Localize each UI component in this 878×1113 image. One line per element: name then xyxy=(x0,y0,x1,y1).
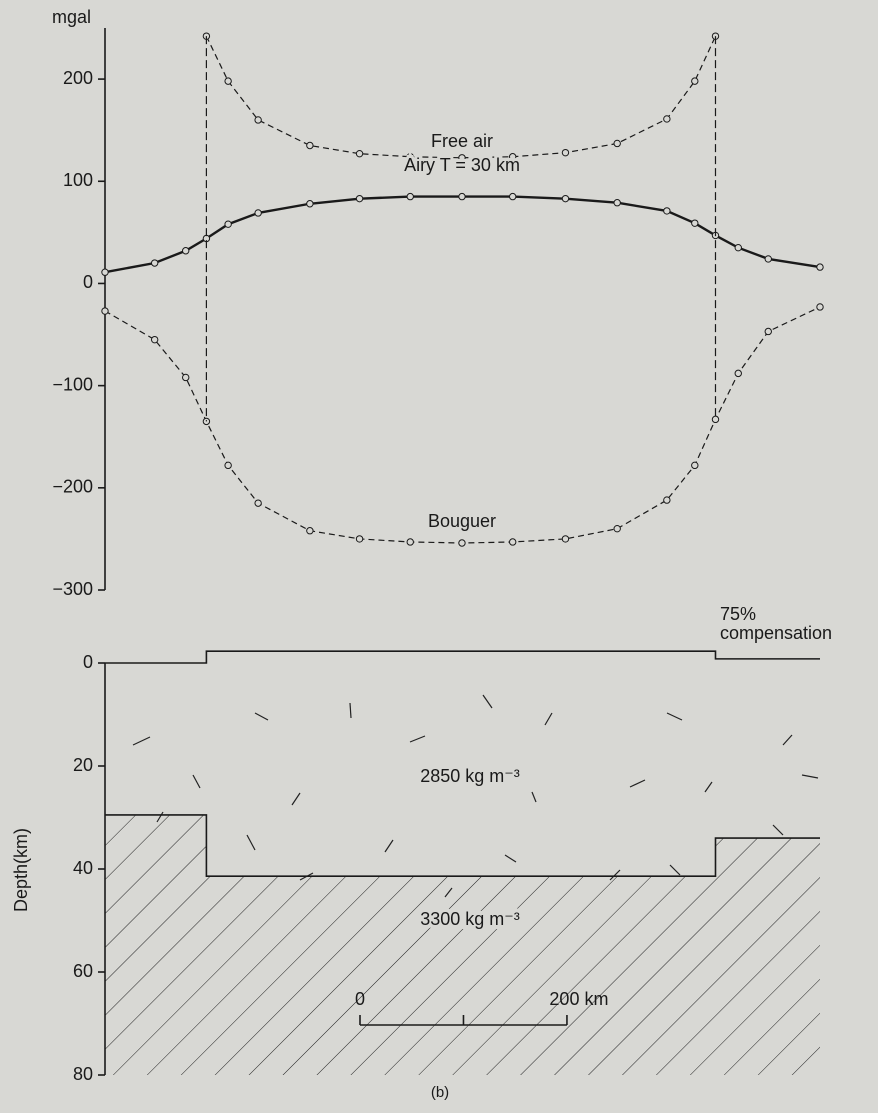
page: {"chart_data": [ {"type": "line", "y_lab… xyxy=(0,0,878,1113)
data-point xyxy=(183,248,189,254)
data-point xyxy=(735,370,741,376)
data-point xyxy=(255,500,261,506)
y-tick-label: 40 xyxy=(73,858,93,878)
data-point xyxy=(459,540,465,546)
y-axis-title: mgal xyxy=(52,7,91,27)
scale-label: 0 xyxy=(355,989,365,1009)
data-point xyxy=(692,220,698,226)
data-point xyxy=(765,256,771,262)
data-point xyxy=(255,210,261,216)
data-point xyxy=(765,328,771,334)
data-point xyxy=(817,264,823,270)
compensation-label: 75% xyxy=(720,604,756,624)
data-point xyxy=(509,539,515,545)
data-point xyxy=(102,308,108,314)
data-point xyxy=(817,304,823,310)
y-tick-label: 80 xyxy=(73,1064,93,1084)
data-point xyxy=(562,149,568,155)
data-point xyxy=(183,374,189,380)
y-tick-label: 0 xyxy=(83,652,93,672)
y-tick-label: 0 xyxy=(83,272,93,292)
data-point xyxy=(407,539,413,545)
data-point xyxy=(562,536,568,542)
data-point xyxy=(225,221,231,227)
y-tick-label: −100 xyxy=(52,374,93,394)
data-point xyxy=(356,195,362,201)
data-point xyxy=(151,260,157,266)
data-point xyxy=(151,336,157,342)
data-point xyxy=(102,269,108,275)
data-point xyxy=(614,525,620,531)
y-tick-label: 20 xyxy=(73,755,93,775)
data-point xyxy=(664,497,670,503)
y-axis-title: Depth(km) xyxy=(11,828,31,912)
density-label: 2850 kg m⁻³ xyxy=(420,766,520,786)
compensation-label: compensation xyxy=(720,623,832,643)
data-point xyxy=(614,200,620,206)
data-point xyxy=(664,116,670,122)
data-point xyxy=(356,150,362,156)
y-tick-label: 60 xyxy=(73,961,93,981)
data-point xyxy=(225,462,231,468)
data-point xyxy=(407,193,413,199)
caption: (b) xyxy=(431,1084,449,1101)
data-point xyxy=(307,201,313,207)
y-tick-label: 200 xyxy=(63,68,93,88)
figure: mgal Depth(km) (b) −300−200−1000100200Fr… xyxy=(0,0,878,1113)
data-point xyxy=(307,142,313,148)
boundary-line xyxy=(105,651,820,663)
series-label: Airy T = 30 km xyxy=(404,155,520,175)
series-label: Bouguer xyxy=(428,511,496,531)
data-point xyxy=(225,78,231,84)
data-point xyxy=(664,208,670,214)
series-line xyxy=(105,307,820,543)
data-point xyxy=(509,193,515,199)
data-point xyxy=(562,195,568,201)
data-point xyxy=(307,528,313,534)
data-point xyxy=(356,536,362,542)
y-tick-label: 100 xyxy=(63,170,93,190)
data-point xyxy=(614,140,620,146)
y-tick-label: −200 xyxy=(52,477,93,497)
y-tick-label: −300 xyxy=(52,579,93,599)
data-point xyxy=(735,244,741,250)
data-point xyxy=(459,193,465,199)
data-point xyxy=(712,416,718,422)
density-label: 3300 kg m⁻³ xyxy=(420,909,520,929)
series-label: Free air xyxy=(431,131,493,151)
data-point xyxy=(692,462,698,468)
data-point xyxy=(255,117,261,123)
data-point xyxy=(692,78,698,84)
scale-label: 200 km xyxy=(549,989,608,1009)
boundary-line xyxy=(105,815,820,876)
